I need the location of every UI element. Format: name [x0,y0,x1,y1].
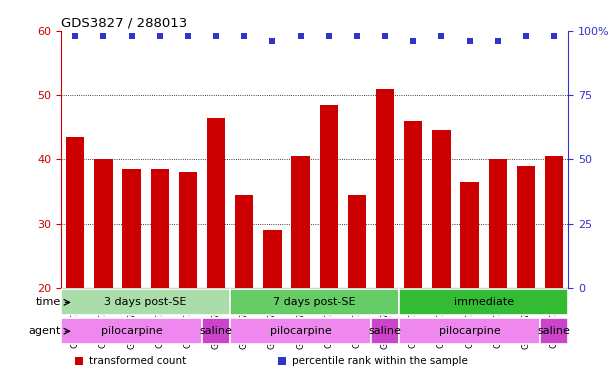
Point [277,358,287,364]
Bar [376,89,394,288]
Bar [399,318,540,344]
Text: immediate: immediate [453,297,514,308]
Text: pilocarpine: pilocarpine [101,326,163,336]
Bar [230,290,399,315]
Point [324,33,334,39]
Point [493,38,503,44]
Point [268,38,277,44]
Point [98,33,108,39]
Text: 3 days post-SE: 3 days post-SE [104,297,187,308]
Point [74,358,84,364]
Bar [540,318,568,344]
Point [296,33,306,39]
Bar [517,166,535,288]
Text: transformed count: transformed count [89,356,186,366]
Bar [461,182,479,288]
Point [211,33,221,39]
Point [549,33,559,39]
Bar [433,131,450,288]
Text: pilocarpine: pilocarpine [269,326,331,336]
Bar [94,159,112,288]
Point [70,33,80,39]
Bar [61,290,230,315]
Bar [399,290,568,315]
Bar [122,169,141,288]
Bar [320,105,338,288]
Bar [66,137,84,288]
Text: saline: saline [200,326,233,336]
Point [408,38,418,44]
Point [380,33,390,39]
Text: pilocarpine: pilocarpine [439,326,500,336]
Bar [263,230,282,288]
Bar [61,318,202,344]
Bar [202,318,230,344]
Bar [404,121,422,288]
Text: 7 days post-SE: 7 days post-SE [273,297,356,308]
Point [436,33,446,39]
Text: saline: saline [538,326,571,336]
Text: time: time [36,297,61,308]
Bar [207,118,225,288]
Bar [230,318,371,344]
Point [352,33,362,39]
Text: saline: saline [368,326,401,336]
Point [521,33,531,39]
Text: GDS3827 / 288013: GDS3827 / 288013 [61,17,188,30]
Bar [489,159,507,288]
Bar [371,318,399,344]
Point [240,33,249,39]
Text: agent: agent [29,326,61,336]
Bar [179,172,197,288]
Text: percentile rank within the sample: percentile rank within the sample [292,356,467,366]
Bar [150,169,169,288]
Point [183,33,193,39]
Bar [235,195,254,288]
Point [126,33,136,39]
Point [155,33,164,39]
Bar [348,195,366,288]
Point [465,38,475,44]
Bar [545,156,563,288]
Bar [291,156,310,288]
